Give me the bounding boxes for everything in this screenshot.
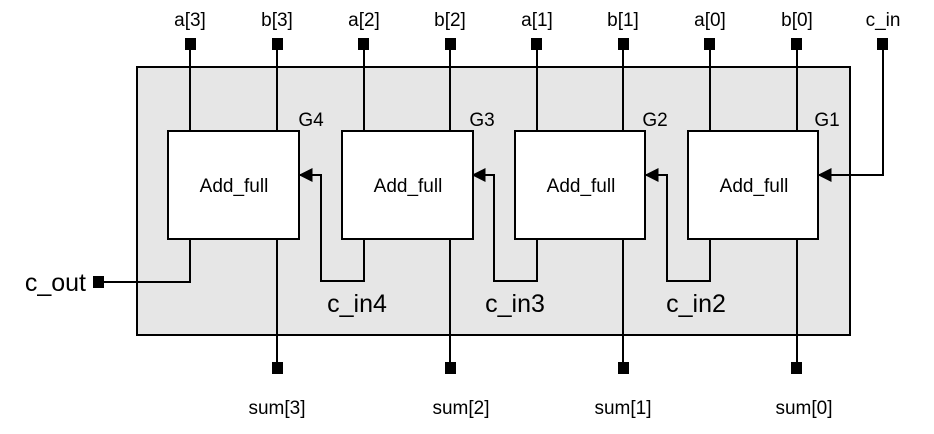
input-label-b1: b[1] [607,10,639,31]
input-label-a2: a[2] [348,10,380,31]
output-label-sum2: sum[2] [432,398,489,419]
input-label-a3: a[3] [174,10,206,31]
adder-label: Add_full [374,176,443,197]
input-label-c-in: c_in [866,10,901,31]
carry-wires [298,168,711,282]
input-label-a0: a[0] [694,10,726,31]
carry-label-c-in3: c_in3 [485,290,545,318]
carry-label-c-in2: c_in2 [666,290,726,318]
output-pins [93,276,802,374]
output-label-sum3: sum[3] [248,398,305,419]
adder-g2: Add_full G2 [514,110,668,240]
output-label-sum1: sum[1] [594,398,651,419]
adder-label: Add_full [547,176,616,197]
gate-label: G3 [469,110,494,131]
gate-label: G4 [298,110,324,131]
gate-label: G1 [814,110,839,131]
adder-label: Add_full [720,176,789,197]
input-label-a1: a[1] [521,10,553,31]
input-label-b0: b[0] [781,10,813,31]
input-label-b3: b[3] [261,10,293,31]
adder-g1: Add_full G1 [687,110,840,240]
input-wires [189,45,884,182]
gate-label: G2 [642,110,667,131]
input-label-b2: b[2] [434,10,466,31]
input-pins [185,38,888,50]
output-label-sum0: sum[0] [775,398,832,419]
adder-g4: Add_full G4 [167,110,324,240]
output-wires [104,239,798,363]
output-label-c-out: c_out [25,269,86,297]
carry-label-c-in4: c_in4 [327,290,387,318]
adder-label: Add_full [200,176,269,197]
adder-g3: Add_full G3 [341,110,495,240]
